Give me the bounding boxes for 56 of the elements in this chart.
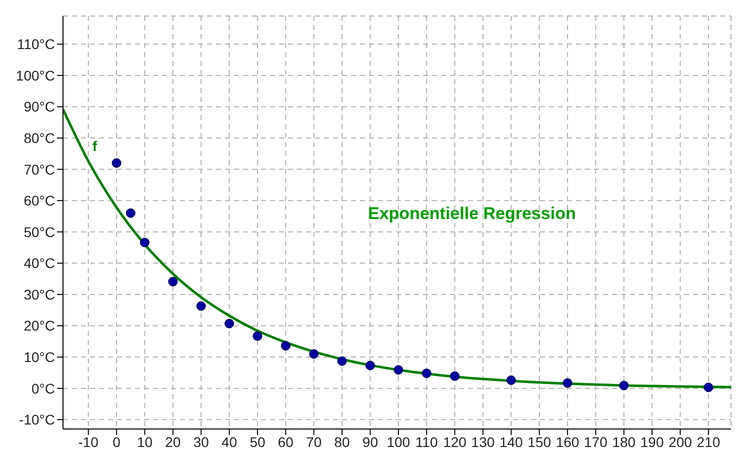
- point: [168, 276, 178, 286]
- y-tick-label: 0°C: [32, 380, 55, 396]
- y-tick-label: 80°C: [24, 130, 55, 146]
- point: [394, 365, 404, 375]
- x-tick-label: 200: [668, 434, 692, 450]
- y-tick-label: 70°C: [24, 161, 55, 178]
- x-tick-label: 70: [306, 434, 322, 450]
- point: [506, 375, 516, 385]
- x-tick-label: 190: [640, 434, 664, 450]
- x-tick-label: 110: [415, 434, 438, 450]
- point: [337, 356, 347, 366]
- y-tick-label: 110°C: [16, 36, 55, 52]
- y-tick-label: 40°C: [24, 255, 55, 272]
- x-tick-label: 140: [499, 434, 524, 450]
- y-tick-label: 30°C: [24, 286, 55, 302]
- point: [224, 318, 234, 328]
- x-tick-label: 130: [471, 434, 495, 450]
- annotation: Exponentielle Regression: [368, 204, 576, 224]
- y-tick-label: 90°C: [24, 98, 55, 115]
- y-tick-label: 100°C: [16, 67, 55, 84]
- point: [309, 349, 319, 359]
- x-tick-label: 160: [556, 434, 580, 450]
- point: [619, 380, 629, 390]
- y-tick-label: 60°C: [24, 192, 55, 209]
- point: [112, 158, 122, 168]
- point: [450, 371, 460, 381]
- x-tick-label: 210: [696, 434, 720, 450]
- x-tick-label: 180: [612, 434, 636, 450]
- x-tick-label: 150: [528, 434, 552, 450]
- series-label: f: [92, 138, 98, 154]
- x-tick-label: 10: [136, 434, 153, 450]
- x-tick-label: 60: [278, 434, 294, 450]
- x-tick-label: 100: [386, 434, 410, 450]
- x-tick-label: 20: [165, 434, 181, 450]
- point: [704, 382, 714, 392]
- y-tick-label: 10°C: [24, 349, 55, 366]
- x-tick-label: 50: [250, 434, 266, 450]
- x-tick-label: 90: [362, 434, 378, 450]
- x-tick-label: 30: [193, 434, 210, 450]
- point: [140, 238, 150, 248]
- x-tick-label: 0: [112, 434, 121, 450]
- point: [365, 360, 375, 370]
- point: [562, 378, 572, 388]
- point: [196, 301, 206, 311]
- point: [280, 341, 290, 351]
- x-tick-label: 170: [584, 434, 608, 450]
- x-tick-label: 120: [443, 434, 467, 450]
- y-tick-label: 20°C: [24, 318, 55, 334]
- y-tick-label: -10°C: [19, 412, 55, 428]
- x-tick-label: 80: [334, 434, 350, 450]
- x-tick-label: 40: [222, 434, 238, 450]
- point: [126, 208, 136, 218]
- y-tick-label: 50°C: [24, 224, 55, 240]
- point: [422, 368, 432, 378]
- point: [252, 331, 262, 341]
- x-tick-label: -10: [78, 434, 99, 450]
